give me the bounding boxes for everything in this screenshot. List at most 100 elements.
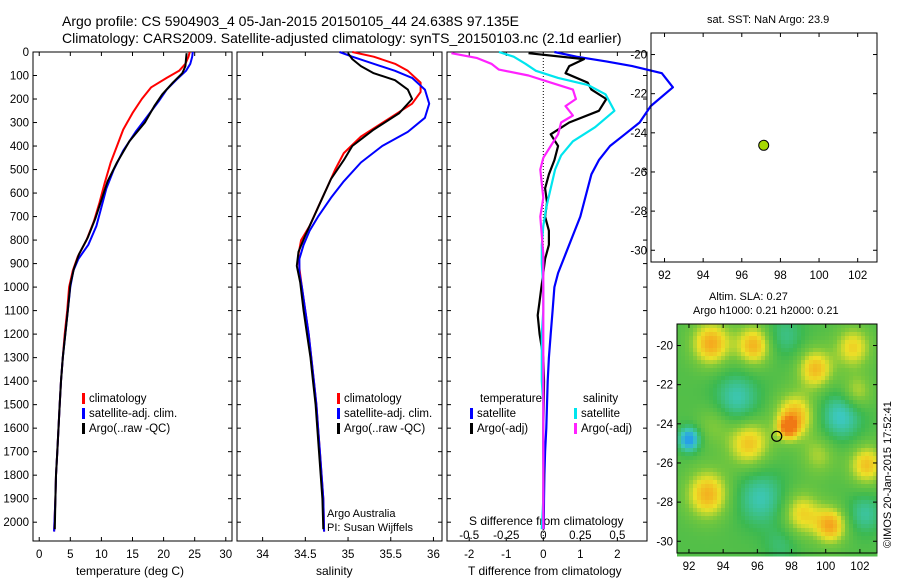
sla-cell xyxy=(797,400,802,405)
sla-cell xyxy=(805,376,810,381)
sla-cell xyxy=(809,532,814,537)
sla-cell xyxy=(721,552,726,557)
sla-cell xyxy=(809,384,814,389)
sla-cell xyxy=(757,404,762,409)
sla-cell xyxy=(793,412,798,417)
sla-cell xyxy=(841,428,846,433)
sla-cell xyxy=(797,340,802,345)
sla-cell xyxy=(701,452,706,457)
sla-cell xyxy=(841,332,846,337)
sla-cell xyxy=(785,464,790,469)
sla-cell xyxy=(741,468,746,473)
sla-cell xyxy=(745,536,750,541)
sla-cell xyxy=(861,488,866,493)
sla-cell xyxy=(745,324,750,329)
sla-cell xyxy=(737,464,742,469)
sla-cell xyxy=(729,460,734,465)
sla-cell xyxy=(721,376,726,381)
sla-cell xyxy=(753,364,758,369)
sla-cell xyxy=(781,412,786,417)
sla-cell xyxy=(757,488,762,493)
sla-cell xyxy=(693,396,698,401)
sla-cell xyxy=(813,532,818,537)
sla-cell xyxy=(761,444,766,449)
sla-cell xyxy=(737,436,742,441)
sla-cell xyxy=(753,396,758,401)
sla-cell xyxy=(693,444,698,449)
sla-cell xyxy=(813,476,818,481)
sla-cell xyxy=(785,544,790,549)
sla-cell xyxy=(761,544,766,549)
sla-cell xyxy=(717,472,722,477)
sla-cell xyxy=(833,484,838,489)
sla-cell xyxy=(793,536,798,541)
sla-cell xyxy=(821,536,826,541)
sla-cell xyxy=(785,424,790,429)
sla-cell xyxy=(701,440,706,445)
sla-cell xyxy=(737,364,742,369)
sla-cell xyxy=(805,480,810,485)
sla-cell xyxy=(749,388,754,393)
sla-cell xyxy=(753,464,758,469)
sla-cell xyxy=(781,516,786,521)
sla-cell xyxy=(777,424,782,429)
sla-cell xyxy=(761,428,766,433)
sla-cell xyxy=(709,548,714,553)
sla-cell xyxy=(857,544,862,549)
sla-cell xyxy=(761,324,766,329)
sla-cell xyxy=(737,400,742,405)
sla-cell xyxy=(717,408,722,413)
sla-cell xyxy=(785,368,790,373)
sla-cell xyxy=(693,436,698,441)
sla-cell xyxy=(801,444,806,449)
sla-cell xyxy=(789,376,794,381)
sla-cell xyxy=(785,520,790,525)
sla-cell xyxy=(773,412,778,417)
sla-cell xyxy=(681,452,686,457)
sla-cell xyxy=(825,528,830,533)
sla-cell xyxy=(717,368,722,373)
sla-cell xyxy=(773,368,778,373)
sla-cell xyxy=(705,496,710,501)
sla-cell xyxy=(685,524,690,529)
sla-cell xyxy=(793,528,798,533)
sla-cell xyxy=(797,372,802,377)
sla-cell xyxy=(737,456,742,461)
sla-cell xyxy=(793,384,798,389)
sla-cell xyxy=(769,536,774,541)
sla-cell xyxy=(789,348,794,353)
sla-cell xyxy=(777,348,782,353)
sla-cell xyxy=(761,372,766,377)
sla-cell xyxy=(873,400,878,405)
sla-cell xyxy=(817,448,822,453)
sla-cell xyxy=(821,336,826,341)
sla-cell xyxy=(729,404,734,409)
sla-cell xyxy=(805,452,810,457)
diff-xtick-label: 1 xyxy=(577,549,583,561)
sla-cell xyxy=(825,400,830,405)
sla-cell xyxy=(729,472,734,477)
sla-cell xyxy=(765,332,770,337)
sla-cell xyxy=(869,472,874,477)
sla-cell xyxy=(821,468,826,473)
sla-cell xyxy=(817,440,822,445)
sla-cell xyxy=(793,324,798,329)
legend-swatch xyxy=(470,408,473,419)
sla-cell xyxy=(677,508,682,513)
sla-cell xyxy=(681,552,686,557)
legend-swatch xyxy=(337,393,340,404)
sla-cell xyxy=(809,396,814,401)
panel3-frame xyxy=(446,51,648,542)
sla-cell xyxy=(697,332,702,337)
panel1-xtick-label: 30 xyxy=(219,549,232,561)
sla-cell xyxy=(837,436,842,441)
sla-cell xyxy=(793,516,798,521)
sla-cell xyxy=(685,408,690,413)
sla-cell xyxy=(769,476,774,481)
sla-cell xyxy=(685,460,690,465)
sla-cell xyxy=(709,500,714,505)
sla-cell xyxy=(697,328,702,333)
sla-cell xyxy=(765,344,770,349)
depth-tick-label: 0 xyxy=(23,47,29,59)
sla-cell xyxy=(741,524,746,529)
